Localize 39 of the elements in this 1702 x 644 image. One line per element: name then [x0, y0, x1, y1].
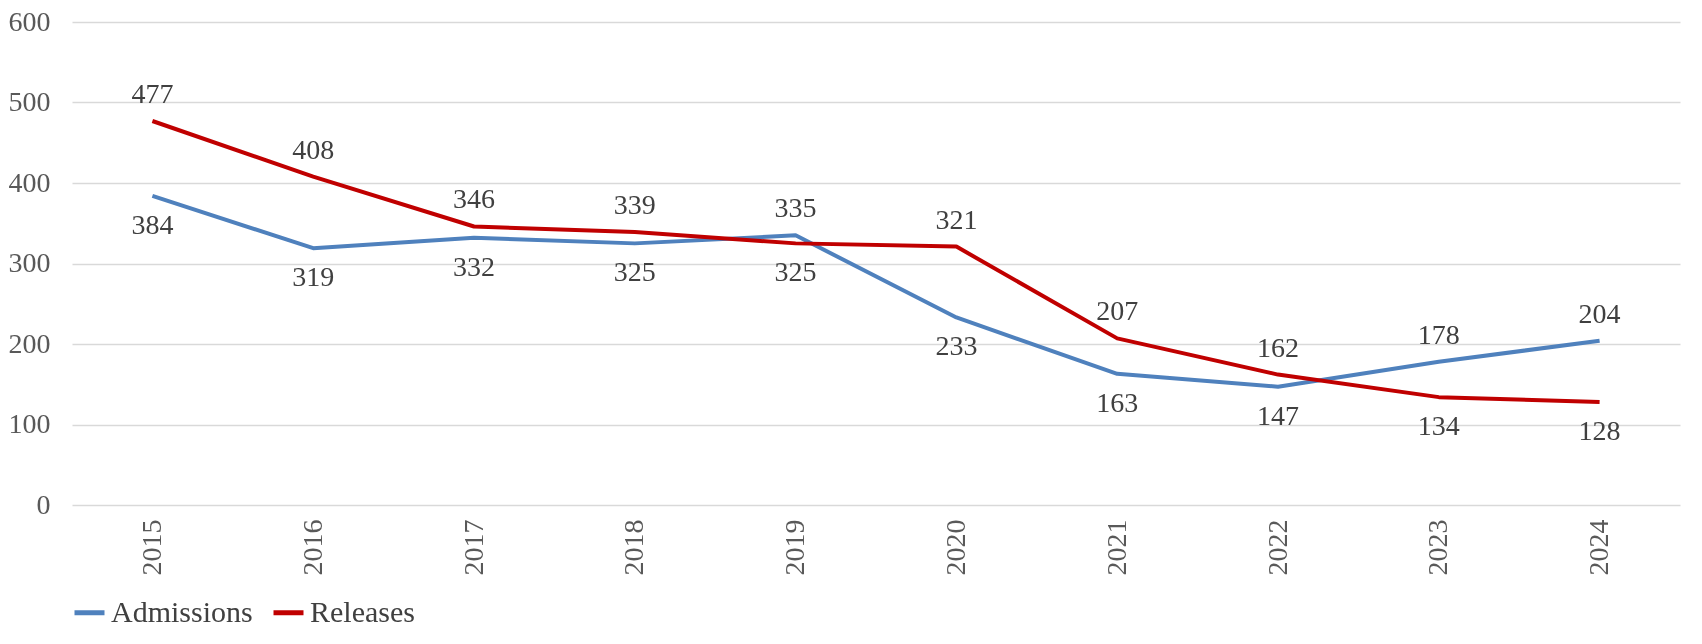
data-label: 346 [453, 183, 495, 215]
data-label: 384 [131, 208, 174, 240]
data-label: 162 [1257, 331, 1299, 363]
data-label: 339 [613, 189, 656, 221]
data-label: 134 [1417, 410, 1460, 442]
data-label: 477 [131, 78, 174, 110]
x-tick-label: 2015 [135, 519, 167, 576]
legend-label: Admissions [111, 594, 253, 628]
data-label: 321 [935, 203, 978, 235]
data-label: 178 [1417, 318, 1460, 350]
x-tick-label: 2022 [1261, 519, 1293, 576]
data-label: 147 [1257, 399, 1299, 431]
data-label: 233 [935, 330, 978, 362]
x-tick-label: 2016 [296, 519, 328, 576]
data-label: 408 [292, 133, 335, 165]
data-label: 325 [774, 256, 817, 288]
y-tick-label: 300 [8, 247, 51, 278]
x-tick-label: 2018 [618, 519, 650, 576]
data-label: 332 [453, 250, 495, 282]
x-tick-label: 2021 [1100, 519, 1132, 576]
y-tick-label: 0 [36, 488, 51, 520]
y-tick-label: 400 [8, 166, 51, 198]
y-tick-label: 100 [8, 408, 51, 439]
data-label: 204 [1578, 297, 1621, 329]
data-label: 335 [774, 192, 817, 224]
x-tick-label: 2017 [457, 519, 489, 576]
data-label: 319 [292, 261, 335, 293]
data-label: 163 [1096, 386, 1139, 418]
x-tick-label: 2023 [1422, 519, 1454, 576]
data-label: 207 [1096, 295, 1139, 327]
x-tick-label: 2020 [939, 519, 971, 576]
y-tick-label: 200 [8, 327, 51, 359]
data-label: 325 [613, 256, 656, 288]
legend-label: Releases [310, 594, 415, 628]
x-tick-label: 2019 [779, 519, 811, 576]
y-tick-label: 600 [8, 5, 51, 37]
y-tick-label: 500 [8, 86, 51, 117]
data-label: 128 [1578, 414, 1621, 446]
x-tick-label: 2024 [1583, 519, 1615, 576]
